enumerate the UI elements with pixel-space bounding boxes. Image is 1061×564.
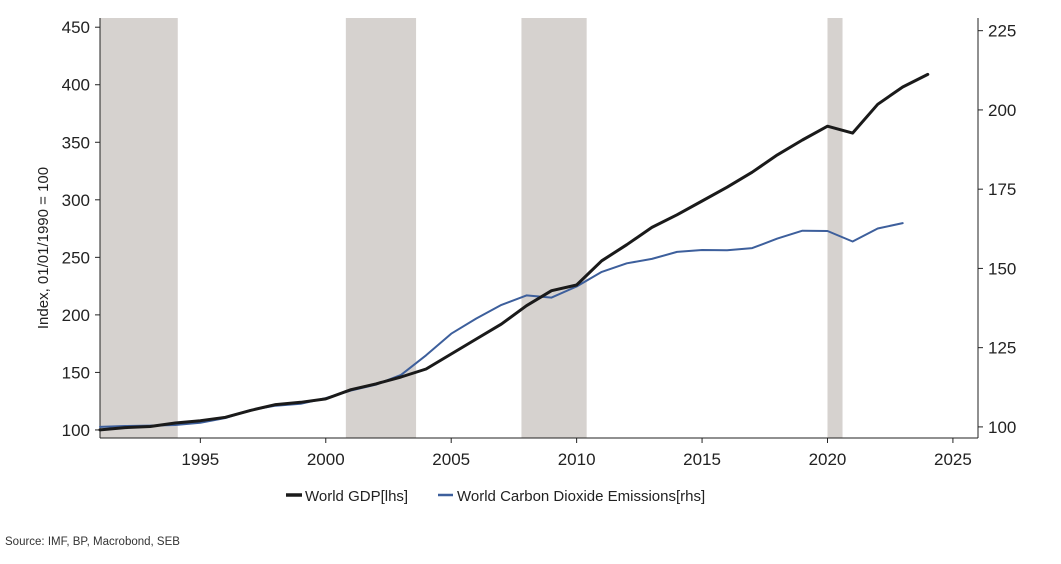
y-right-tick-label: 200 — [988, 101, 1016, 120]
y-left-tick-label: 100 — [62, 421, 90, 440]
x-tick-label: 2005 — [432, 450, 470, 469]
y-right-tick-label: 225 — [988, 22, 1016, 41]
y-right-tick-label: 150 — [988, 259, 1016, 278]
y-left-tick-label: 400 — [62, 76, 90, 95]
y-left-tick-label: 450 — [62, 18, 90, 37]
axis-ticks-group: 1995 2000 2005 2010 2015 2020 2025 100 150 200 250… — [62, 18, 1017, 469]
y-left-tick-label: 150 — [62, 363, 90, 382]
series-group — [98, 72, 930, 432]
shaded-period-3 — [521, 18, 587, 438]
x-tick-label: 2010 — [558, 450, 596, 469]
y-left-tick-label: 200 — [62, 306, 90, 325]
shaded-period-1 — [100, 18, 178, 438]
shaded-period-4 — [827, 18, 843, 438]
x-tick-label: 1995 — [181, 450, 219, 469]
y-right-tick-label: 175 — [988, 180, 1016, 199]
x-tick-label: 2020 — [809, 450, 847, 469]
x-tick-label: 2025 — [934, 450, 972, 469]
y-left-tick-label: 350 — [62, 133, 90, 152]
y-left-tick-label: 300 — [62, 191, 90, 210]
y-right-tick-label: 100 — [988, 418, 1016, 437]
y-left-tick-label: 250 — [62, 248, 90, 267]
y-right-tick-label: 125 — [988, 339, 1016, 358]
recession-shading-group — [100, 18, 843, 438]
series-line-world-gdp — [98, 72, 930, 432]
legend: World GDP[lhs] World Carbon Dioxide Emis… — [286, 488, 705, 505]
legend-label-gdp: World GDP[lhs] — [305, 488, 408, 505]
source-note: Source: IMF, BP, Macrobond, SEB — [5, 536, 180, 548]
y-axis-label-left: Index, 01/01/1990 = 100 — [35, 167, 52, 329]
x-tick-label: 2000 — [307, 450, 345, 469]
shaded-period-2 — [345, 18, 417, 438]
x-tick-label: 2015 — [683, 450, 721, 469]
legend-label-co2: World Carbon Dioxide Emissions[rhs] — [457, 488, 705, 505]
